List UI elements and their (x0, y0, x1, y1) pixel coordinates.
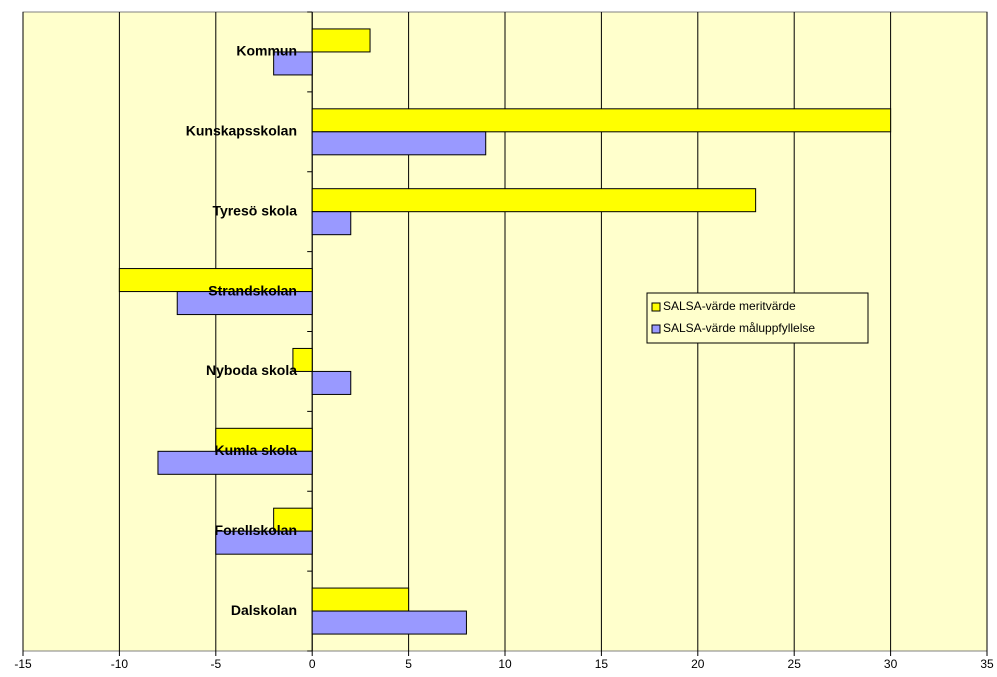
x-tick-label: 0 (309, 657, 316, 671)
x-tick-label: 5 (405, 657, 412, 671)
category-label: Tyresö skola (212, 202, 297, 218)
legend-swatch (651, 302, 661, 312)
category-label: Dalskolan (231, 602, 297, 618)
x-tick-label: 15 (595, 657, 609, 671)
bar (311, 610, 467, 635)
legend-swatch (651, 324, 661, 334)
bar (176, 291, 313, 316)
x-tick-label: -15 (14, 657, 32, 671)
x-tick-label: 20 (691, 657, 705, 671)
bar (215, 530, 313, 555)
bar (311, 28, 371, 53)
bar (311, 370, 352, 395)
legend-label: SALSA-värde meritvärde (663, 299, 796, 313)
x-tick-label: 25 (788, 657, 802, 671)
x-tick-label: 10 (498, 657, 512, 671)
bar (157, 450, 313, 475)
category-label: Strandskolan (208, 282, 297, 298)
bar (311, 131, 487, 156)
x-tick-label: 35 (980, 657, 994, 671)
legend (646, 292, 869, 344)
x-tick-label: -10 (111, 657, 129, 671)
x-tick-label: 30 (884, 657, 898, 671)
category-label: Kommun (236, 43, 297, 59)
bar (311, 108, 892, 133)
bar (292, 347, 313, 372)
bar (311, 587, 410, 612)
legend-label: SALSA-värde måluppfyllelse (663, 321, 815, 335)
category-label: Kumla skola (215, 442, 298, 458)
category-label: Kunskapsskolan (186, 123, 297, 139)
bar (311, 211, 352, 236)
x-tick-label: -5 (210, 657, 221, 671)
bar (311, 188, 757, 213)
bar (273, 51, 313, 76)
category-label: Forellskolan (215, 522, 297, 538)
category-label: Nyboda skola (206, 362, 297, 378)
